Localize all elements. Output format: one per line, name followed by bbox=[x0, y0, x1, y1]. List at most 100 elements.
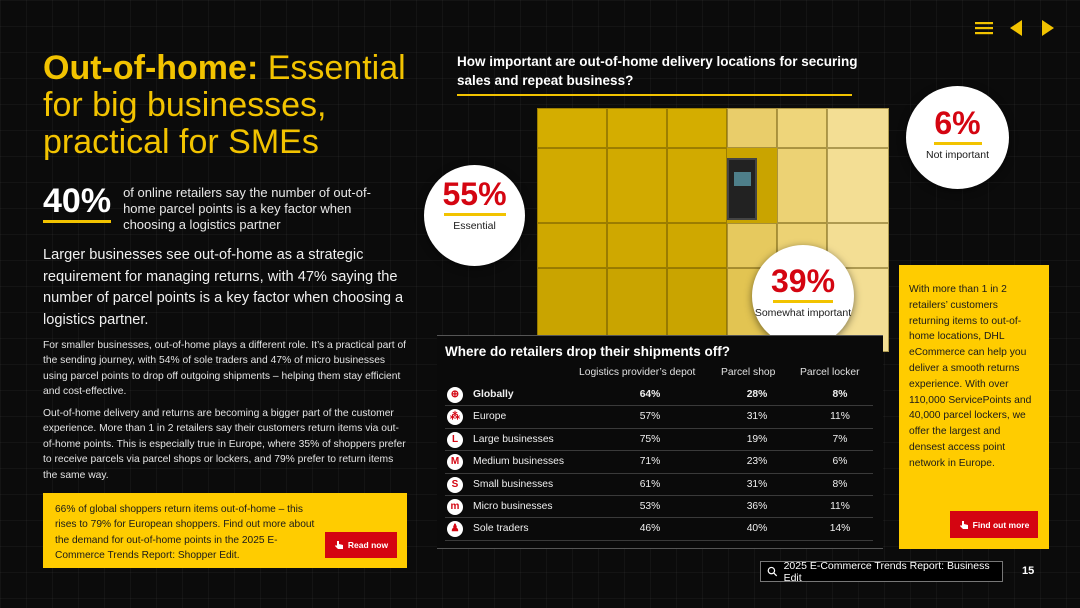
locker-door bbox=[667, 223, 727, 268]
letter-m-small-icon: m bbox=[447, 499, 463, 515]
row-label: Micro businesses bbox=[473, 501, 553, 512]
page-number: 15 bbox=[1022, 565, 1035, 577]
chart-question: How important are out-of-home delivery l… bbox=[457, 54, 858, 88]
question-underline bbox=[457, 94, 852, 96]
read-now-button[interactable]: Read now bbox=[325, 532, 397, 558]
somewhat-important-bar bbox=[773, 300, 833, 303]
letter-l-icon: L bbox=[447, 431, 463, 448]
somewhat-important-circle: 39% Somewhat important bbox=[752, 245, 854, 347]
next-page-icon[interactable] bbox=[1038, 18, 1058, 38]
locker-door bbox=[537, 108, 607, 148]
locker-door bbox=[537, 223, 607, 268]
locker-door bbox=[607, 108, 667, 148]
letter-m-icon: M bbox=[447, 454, 463, 471]
table-row: M Medium businesses 71% 23% 6% bbox=[445, 451, 873, 474]
depot-value: 64% bbox=[639, 389, 661, 400]
europe-stars-icon: ⁂ bbox=[447, 409, 463, 426]
parcel-shop-value: 36% bbox=[746, 501, 768, 512]
parcel-shop-value: 28% bbox=[746, 389, 768, 400]
not-important-value: 6% bbox=[934, 105, 981, 141]
parcel-locker-value: 6% bbox=[832, 456, 848, 468]
depot-value: 57% bbox=[639, 411, 661, 423]
locker-door bbox=[607, 148, 667, 223]
table-title: Where do retailers drop their shipments … bbox=[445, 344, 731, 359]
depot-value: 46% bbox=[639, 523, 661, 535]
not-important-circle: 6% Not important bbox=[906, 86, 1009, 189]
letter-s-icon: S bbox=[447, 476, 463, 493]
body-paragraph: Out-of-home delivery and returns are bec… bbox=[43, 408, 406, 481]
body-paragraph: For smaller businesses, out-of-home play… bbox=[43, 340, 407, 398]
somewhat-important-value: 39% bbox=[770, 263, 836, 299]
table-row: ♟ Sole traders 46% 40% 14% bbox=[445, 518, 873, 541]
parcel-locker-value: 7% bbox=[832, 433, 848, 445]
drop-off-table: Where do retailers drop their shipments … bbox=[437, 335, 883, 549]
row-label: Europe bbox=[473, 411, 507, 423]
globe-icon: ⊕ bbox=[447, 387, 463, 403]
essential-bar bbox=[443, 213, 506, 216]
table-row: S Small businesses 61% 31% 8% bbox=[445, 474, 873, 496]
promo-box: 66% of global shoppers return items out-… bbox=[43, 493, 407, 568]
locker-door bbox=[777, 148, 827, 223]
column-header-depot: Logistics provider’s depot bbox=[579, 367, 696, 378]
previous-page-icon[interactable] bbox=[1006, 18, 1026, 38]
depot-value: 75% bbox=[639, 433, 661, 445]
find-out-more-label: Find out more bbox=[972, 519, 1030, 530]
parcel-shop-value: 31% bbox=[746, 478, 768, 490]
row-label: Medium businesses bbox=[473, 456, 564, 468]
locker-door bbox=[607, 223, 667, 268]
essential-label: Essential bbox=[453, 220, 496, 232]
table-row: m Micro businesses 53% 36% 11% bbox=[445, 496, 873, 519]
parcel-locker-value: 11% bbox=[830, 501, 850, 512]
pointer-hand-icon bbox=[959, 520, 968, 529]
parcel-locker-value: 11% bbox=[830, 411, 850, 423]
locker-door bbox=[667, 108, 727, 148]
parcel-shop-value: 19% bbox=[746, 433, 768, 445]
menu-icon[interactable] bbox=[974, 18, 994, 38]
row-label: Small businesses bbox=[473, 478, 554, 490]
terminal-screen bbox=[734, 172, 751, 186]
parcel-locker-value: 14% bbox=[829, 523, 851, 535]
table-row: ⊕ Globally 64% 28% 8% bbox=[445, 384, 873, 407]
row-label: Globally bbox=[473, 389, 514, 400]
report-link[interactable]: 2025 E-Commerce Trends Report: Business … bbox=[760, 559, 1003, 584]
read-now-label: Read now bbox=[347, 540, 389, 550]
report-link-label: 2025 E-Commerce Trends Report: Business … bbox=[783, 559, 990, 584]
search-icon bbox=[767, 566, 778, 577]
essential-circle: 55% Essential bbox=[424, 165, 525, 266]
locker-door bbox=[537, 148, 607, 223]
pointer-hand-icon bbox=[334, 541, 343, 549]
not-important-bar bbox=[933, 142, 982, 145]
locker-door bbox=[827, 148, 889, 223]
row-label: Large businesses bbox=[473, 433, 554, 445]
dhl-info-text: With more than 1 in 2 retailers’ custome… bbox=[909, 284, 1032, 469]
page-title: Out-of-home: Essential for big businesse… bbox=[43, 50, 413, 161]
key-stat-text: of online retailers say the number of ou… bbox=[123, 185, 371, 232]
table-row: L Large businesses 75% 19% 7% bbox=[445, 429, 873, 452]
locker-door bbox=[827, 108, 889, 148]
locker-terminal bbox=[727, 158, 757, 220]
parcel-shop-value: 31% bbox=[746, 411, 768, 423]
dhl-info-box: With more than 1 in 2 retailers’ custome… bbox=[899, 265, 1049, 549]
page-title-rest: Essential for big businesses, practical … bbox=[43, 49, 406, 161]
locker-door bbox=[727, 108, 777, 148]
depot-value: 71% bbox=[639, 456, 661, 468]
page-title-bold: Out-of-home: bbox=[43, 49, 259, 87]
locker-door bbox=[667, 148, 727, 223]
key-stat: 40% of online retailers say the number o… bbox=[43, 183, 393, 233]
promo-text: 66% of global shoppers return items out-… bbox=[55, 504, 315, 561]
parcel-shop-value: 23% bbox=[746, 456, 768, 468]
essential-value: 55% bbox=[442, 176, 507, 212]
locker-door bbox=[777, 108, 827, 148]
top-navigation bbox=[974, 18, 1058, 38]
column-header-parcel-shop: Parcel shop bbox=[721, 367, 776, 378]
locker-door bbox=[827, 223, 889, 268]
parcel-locker-value: 8% bbox=[832, 478, 848, 490]
person-icon: ♟ bbox=[447, 521, 463, 538]
key-stat-value: 40% bbox=[43, 183, 112, 223]
parcel-locker-value: 8% bbox=[832, 389, 848, 400]
depot-value: 53% bbox=[639, 501, 661, 512]
lead-paragraph: Larger businesses see out-of-home as a s… bbox=[43, 247, 404, 328]
find-out-more-button[interactable]: Find out more bbox=[950, 511, 1038, 538]
depot-value: 61% bbox=[639, 478, 661, 490]
column-header-parcel-locker: Parcel locker bbox=[800, 367, 860, 378]
